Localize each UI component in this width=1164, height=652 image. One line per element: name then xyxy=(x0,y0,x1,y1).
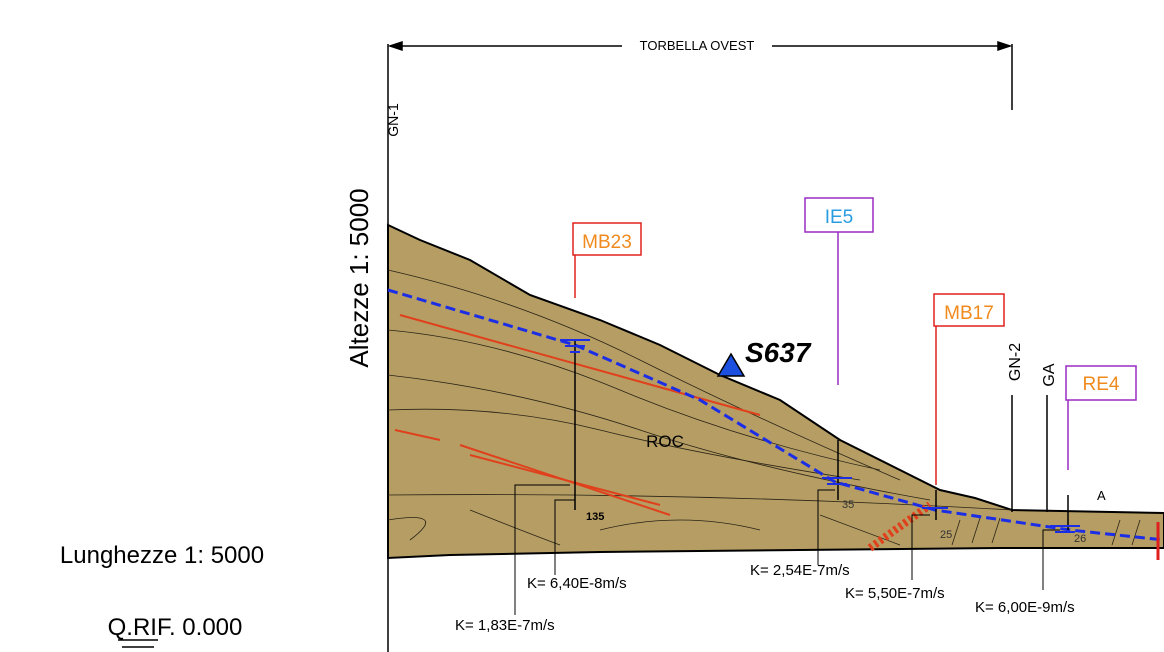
section-title: TORBELLA OVEST xyxy=(640,38,755,53)
k-label: K= 6,00E-9m/s xyxy=(975,599,1075,616)
survey-label: S637 xyxy=(745,337,812,368)
markers-purple xyxy=(805,198,1136,470)
borehole-label: IE5 xyxy=(825,207,854,228)
rock-label: ROC xyxy=(646,432,684,451)
k-label: K= 5,50E-7m/s xyxy=(845,585,945,602)
gn2-label: GN-2 xyxy=(1007,343,1024,381)
k-label: K= 2,54E-7m/s xyxy=(750,562,850,579)
section-drawing: TORBELLA OVEST GN-1 Altezze 1: 5000 MB23… xyxy=(0,0,1164,652)
k-label: K= 1,83E-7m/s xyxy=(455,617,555,634)
borehole-label: MB23 xyxy=(582,232,632,253)
borehole-label: RE4 xyxy=(1083,374,1120,395)
vertical-scale: Altezze 1: 5000 xyxy=(344,188,374,367)
horizontal-scale: Lunghezze 1: 5000 xyxy=(60,542,264,569)
reference-level: Q.RIF. 0.000 xyxy=(108,614,243,641)
depth-label: 35 xyxy=(842,499,854,511)
ga-label: GA xyxy=(1041,363,1058,386)
depth-label: 135 xyxy=(586,511,604,523)
survey-triangle xyxy=(718,354,744,376)
borehole-label: MB17 xyxy=(944,303,994,324)
zone-label: A xyxy=(1097,488,1106,503)
k-label: K= 6,40E-8m/s xyxy=(527,575,627,592)
depth-label: 26 xyxy=(1074,533,1086,545)
depth-label: 25 xyxy=(940,529,952,541)
gn1-label: GN-1 xyxy=(385,103,401,137)
